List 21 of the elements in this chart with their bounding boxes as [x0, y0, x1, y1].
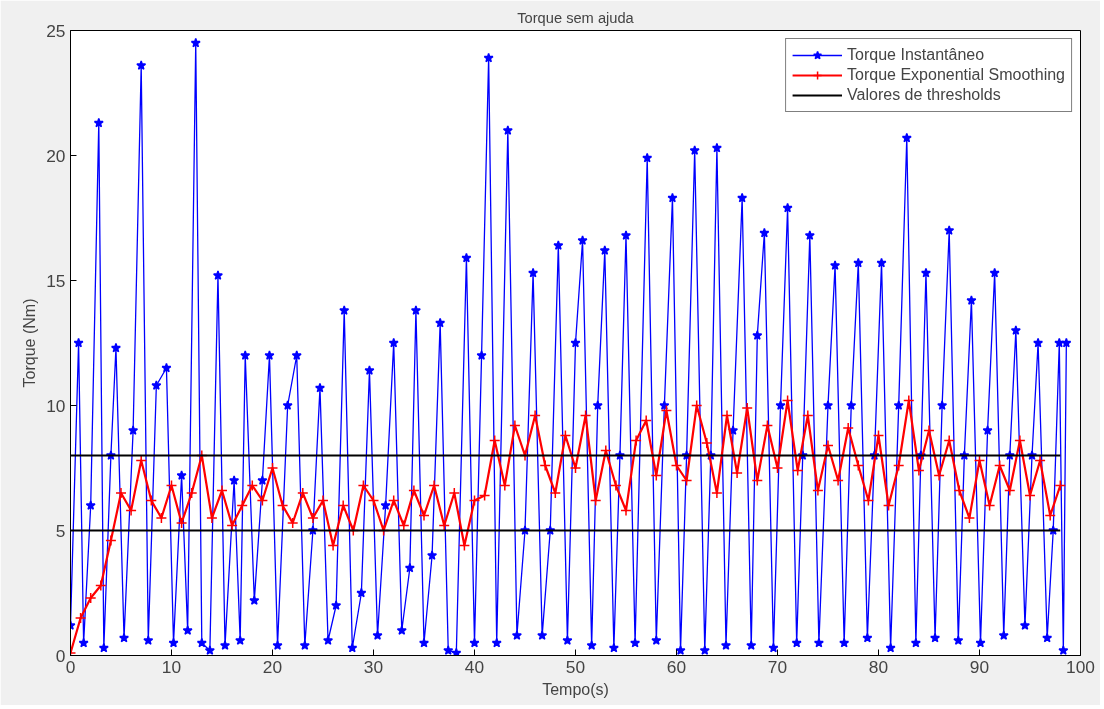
chart-title: Torque sem ajuda [517, 9, 635, 26]
y-tick-label: 25 [46, 20, 66, 41]
x-tick-label: 60 [666, 656, 687, 677]
x-tick-label: 40 [464, 656, 485, 677]
x-tick-label: 50 [565, 656, 586, 677]
x-tick-label: 70 [767, 656, 788, 677]
x-tick-label: 80 [868, 656, 889, 677]
x-tick-label: 100 [1066, 656, 1095, 677]
x-tick-label: 90 [969, 656, 990, 677]
x-axis-title: Tempo(s) [542, 680, 609, 698]
legend-label: Valores de thresholds [847, 86, 1001, 104]
x-tick-label: 20 [262, 656, 283, 677]
y-axis-title: Torque (Nm) [21, 298, 39, 388]
legend-label: Torque Instantâneo [847, 46, 985, 64]
x-tick-label: 10 [161, 656, 182, 677]
legend-label: Torque Exponential Smoothing [847, 66, 1065, 84]
y-tick-label: 5 [55, 520, 66, 541]
y-tick-label: 10 [46, 395, 66, 416]
x-tick-label: 30 [363, 656, 384, 677]
y-tick-label: 15 [46, 270, 66, 291]
y-tick-label: 20 [46, 145, 66, 166]
